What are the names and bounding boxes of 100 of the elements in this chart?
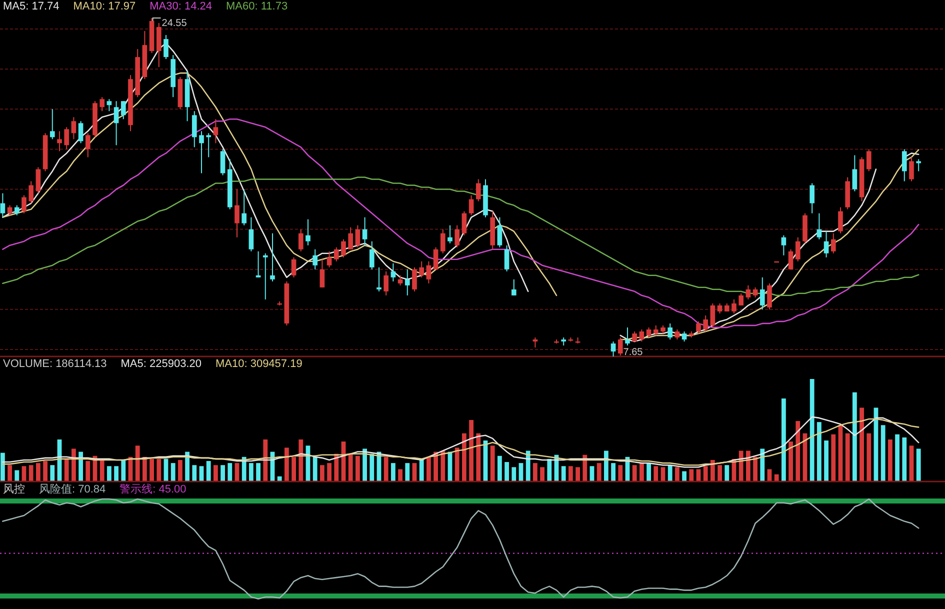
bar bbox=[512, 467, 516, 482]
bar bbox=[796, 421, 800, 482]
bar bbox=[36, 463, 40, 482]
bar bbox=[384, 456, 388, 482]
bar bbox=[582, 454, 588, 482]
bar bbox=[263, 439, 268, 482]
bar bbox=[71, 448, 76, 482]
bar bbox=[724, 465, 730, 482]
bar bbox=[206, 461, 211, 482]
text: 警示线: 45.00 bbox=[120, 482, 186, 496]
bar bbox=[440, 450, 446, 482]
bar bbox=[547, 458, 552, 482]
bar bbox=[760, 448, 765, 482]
bar bbox=[788, 442, 793, 482]
bar bbox=[419, 458, 424, 482]
bar bbox=[64, 458, 69, 482]
bar bbox=[114, 466, 118, 482]
bar bbox=[362, 448, 367, 482]
bar bbox=[434, 452, 438, 482]
bar bbox=[632, 465, 637, 482]
bar bbox=[646, 463, 651, 482]
bar bbox=[880, 425, 886, 482]
bar bbox=[228, 463, 232, 482]
bar bbox=[618, 465, 623, 482]
bar bbox=[504, 462, 509, 482]
bar bbox=[576, 467, 580, 482]
bar bbox=[150, 458, 154, 482]
bar bbox=[916, 448, 921, 482]
bar bbox=[8, 465, 12, 482]
bar bbox=[242, 456, 246, 482]
bar bbox=[831, 434, 836, 482]
bar bbox=[284, 448, 289, 482]
text: MA5: 17.74 bbox=[3, 0, 60, 12]
bar bbox=[774, 474, 779, 482]
bar bbox=[312, 456, 318, 482]
bar bbox=[277, 476, 282, 482]
bar bbox=[845, 433, 850, 482]
bar bbox=[611, 463, 616, 482]
bar bbox=[703, 466, 708, 482]
bar bbox=[568, 466, 573, 482]
bar bbox=[668, 465, 672, 482]
bar bbox=[639, 463, 644, 482]
bar bbox=[909, 446, 914, 482]
bar bbox=[256, 463, 260, 482]
bar bbox=[462, 433, 466, 482]
bar bbox=[248, 463, 254, 482]
annotation: 7.65 bbox=[623, 347, 644, 358]
chart-title: 风控 bbox=[3, 484, 25, 496]
bar bbox=[43, 461, 48, 482]
text: MA60: 11.73 bbox=[226, 0, 288, 12]
bar bbox=[860, 408, 864, 482]
bar bbox=[327, 463, 332, 482]
bar bbox=[902, 437, 907, 482]
bar bbox=[689, 469, 694, 482]
bar bbox=[390, 463, 396, 482]
bar bbox=[405, 463, 410, 482]
bar bbox=[532, 463, 538, 482]
bar bbox=[824, 440, 828, 482]
text: MA30: 14.24 bbox=[150, 0, 212, 12]
bar bbox=[654, 466, 658, 482]
bar bbox=[320, 465, 324, 482]
series-label: 风险值: 70.84 bbox=[39, 484, 106, 496]
bar bbox=[220, 465, 225, 482]
annotation: 24.55 bbox=[162, 18, 188, 29]
bar bbox=[135, 446, 140, 482]
bar bbox=[888, 439, 892, 482]
bar bbox=[526, 450, 530, 482]
bar bbox=[753, 456, 758, 482]
bar bbox=[710, 460, 715, 482]
bar bbox=[469, 420, 474, 482]
bar bbox=[682, 471, 686, 482]
text: MA10: 309457.19 bbox=[215, 358, 302, 370]
bar bbox=[497, 456, 502, 482]
bar bbox=[28, 465, 34, 482]
bar bbox=[86, 461, 90, 482]
bar bbox=[674, 467, 680, 482]
bar bbox=[142, 456, 147, 482]
bar bbox=[14, 470, 20, 482]
bar bbox=[100, 458, 104, 482]
bar bbox=[454, 448, 460, 482]
bar bbox=[895, 434, 900, 482]
bar bbox=[426, 456, 431, 482]
bar bbox=[0, 452, 5, 482]
bar bbox=[596, 463, 602, 482]
bar bbox=[298, 439, 304, 482]
bar bbox=[213, 465, 218, 482]
text: MA10: 17.97 bbox=[73, 0, 136, 12]
bar bbox=[348, 454, 353, 482]
bar bbox=[852, 392, 857, 482]
bar bbox=[540, 467, 544, 482]
bar bbox=[50, 465, 55, 482]
bar bbox=[476, 433, 481, 482]
bar bbox=[746, 450, 750, 482]
bar bbox=[156, 458, 162, 482]
bar bbox=[78, 452, 83, 482]
bar bbox=[718, 465, 722, 482]
bar bbox=[292, 456, 296, 482]
bar bbox=[561, 466, 566, 482]
bar bbox=[106, 466, 112, 482]
bar bbox=[178, 460, 182, 482]
